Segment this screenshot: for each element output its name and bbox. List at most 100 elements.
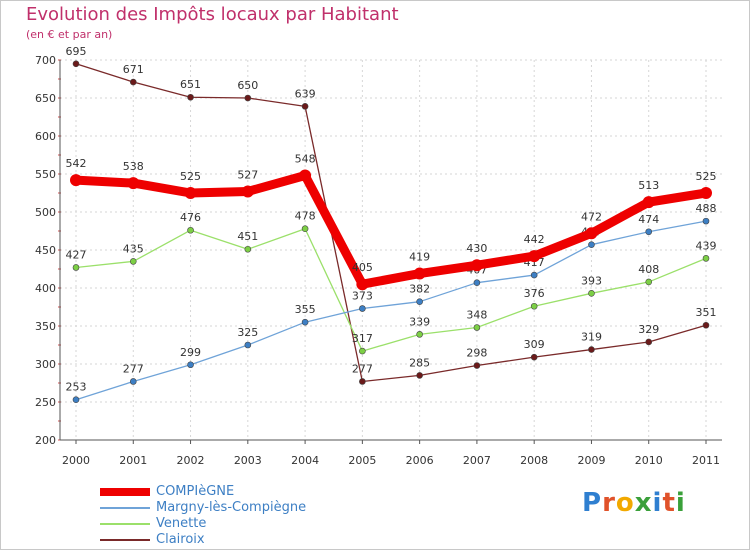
data-label: 548 (295, 153, 316, 166)
data-point (530, 353, 538, 361)
data-point (588, 346, 595, 353)
data-point (244, 94, 252, 102)
data-label: 408 (638, 263, 659, 276)
data-point (187, 93, 194, 101)
data-point (416, 331, 423, 338)
data-label: 542 (66, 157, 87, 170)
legend-swatch-margny (100, 507, 150, 509)
data-point (187, 226, 194, 234)
data-label: 430 (466, 242, 487, 255)
x-tick-label: 2001 (119, 454, 147, 467)
data-label: 451 (237, 230, 258, 243)
data-label: 329 (638, 323, 659, 336)
data-label: 382 (409, 283, 430, 296)
data-label: 474 (638, 213, 659, 226)
data-point (473, 362, 481, 369)
data-label: 319 (581, 331, 602, 344)
data-point (413, 267, 426, 280)
data-point (359, 305, 366, 312)
legend-swatch-venette (100, 523, 150, 525)
data-point (416, 372, 423, 379)
data-label: 376 (524, 287, 545, 300)
data-point (530, 302, 538, 310)
data-label: 393 (581, 274, 602, 287)
y-tick-label: 550 (35, 168, 56, 181)
data-label: 339 (409, 315, 430, 328)
data-label: 277 (123, 362, 144, 375)
x-tick-label: 2006 (406, 454, 434, 467)
legend-swatch-clairoix (100, 539, 150, 541)
data-label: 439 (696, 239, 717, 252)
legend-label-compiegne: COMPIèGNE (156, 484, 235, 499)
data-point (72, 264, 80, 271)
y-tick-label: 650 (35, 92, 56, 105)
x-tick-label: 2008 (520, 454, 548, 467)
series-line (71, 171, 711, 289)
data-point (359, 378, 366, 385)
data-label: 253 (66, 381, 87, 394)
legend-label-venette: Venette (156, 516, 207, 531)
data-label: 355 (295, 303, 316, 316)
data-point (129, 258, 137, 265)
proxiti-logo: Proxiti (582, 488, 686, 518)
data-label: 299 (180, 346, 201, 359)
data-point (299, 169, 312, 182)
y-tick-label: 250 (35, 396, 56, 409)
data-point (645, 228, 653, 236)
data-label: 671 (123, 63, 144, 76)
data-label: 639 (295, 87, 316, 100)
logo-letter: t (662, 488, 676, 518)
data-label: 373 (352, 290, 373, 303)
data-label: 527 (237, 168, 258, 181)
x-tick-label: 2003 (234, 454, 262, 467)
y-tick-label: 700 (35, 54, 56, 67)
data-label: 513 (638, 179, 659, 192)
y-tick-label: 400 (35, 282, 56, 295)
data-label: 650 (237, 79, 258, 92)
y-tick-label: 450 (35, 244, 56, 257)
data-point (588, 241, 595, 248)
series-line (75, 63, 707, 383)
x-tick-label: 2010 (635, 454, 663, 467)
data-point (72, 396, 80, 404)
data-point (241, 185, 254, 198)
data-point (244, 245, 252, 253)
x-tick-label: 2009 (577, 454, 605, 467)
data-point (702, 217, 710, 225)
data-point (470, 259, 483, 272)
data-label: 488 (696, 202, 717, 215)
data-point (588, 290, 595, 297)
data-point (70, 174, 82, 187)
data-point (645, 278, 653, 286)
y-tick-label: 350 (35, 320, 56, 333)
series-line (75, 228, 707, 352)
data-label: 405 (352, 261, 373, 274)
data-point (244, 341, 252, 349)
logo-letter: o (615, 488, 635, 518)
data-point (127, 177, 140, 190)
data-point (359, 347, 366, 355)
data-point (129, 78, 137, 86)
logo-letter: i (675, 488, 686, 518)
data-label: 309 (524, 338, 545, 351)
chart-subtitle: (en € et par an) (26, 28, 113, 41)
data-point (700, 187, 712, 199)
legend-swatch-compiegne (100, 488, 150, 496)
data-label: 277 (352, 362, 373, 375)
data-label: 325 (237, 326, 258, 339)
x-tick-label: 2011 (692, 454, 720, 467)
data-point (301, 103, 309, 110)
x-tick-label: 2005 (348, 454, 376, 467)
data-point (645, 338, 653, 346)
data-point (473, 324, 481, 331)
data-label: 285 (409, 356, 430, 369)
data-label: 419 (409, 251, 430, 264)
data-label: 695 (66, 45, 87, 58)
data-point (642, 196, 655, 209)
legend-label-clairoix: Clairoix (156, 532, 205, 547)
data-point (72, 60, 80, 68)
logo-letter: P (582, 488, 603, 518)
logo-letter: i (652, 488, 663, 518)
data-label: 472 (581, 210, 602, 223)
data-point (301, 318, 309, 326)
